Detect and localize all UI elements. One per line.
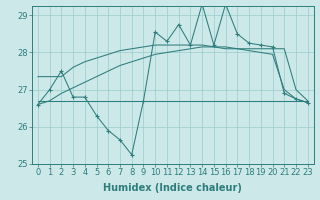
X-axis label: Humidex (Indice chaleur): Humidex (Indice chaleur) bbox=[103, 183, 242, 193]
